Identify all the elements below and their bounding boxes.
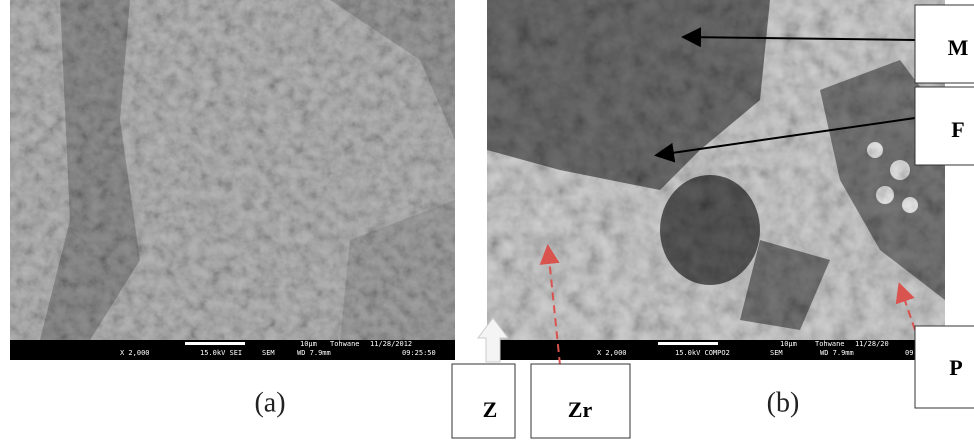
panel-label: (a) [254,387,285,418]
scale: 10µm [780,340,797,348]
site: Tohwane [330,340,360,348]
callout-m: M [948,35,969,60]
magnification: X 2,000 [120,349,150,357]
info-bar-a: X 2,000 15.0kV SEI SEM WD 7.9mm 10µm Toh… [10,340,455,360]
date: 11/28/20 [855,340,889,348]
magnification: X 2,000 [597,349,627,357]
mode: SEM [770,349,783,357]
date: 11/28/2012 [370,340,412,348]
working-distance: WD 7.9mm [820,349,854,357]
voltage: 15.0kV COMPO2 [675,349,730,357]
callout-box [915,87,974,165]
site: Tohwane [815,340,845,348]
callout-z: Z [483,397,498,422]
mode: SEM [262,349,275,357]
working-distance: WD 7.9mm [297,349,331,357]
voltage: 15.0kV SEI [200,349,242,357]
panel-label: (b) [767,387,800,418]
callout-f: F [951,117,964,142]
figure: X 2,000 15.0kV SEI SEM WD 7.9mm 10µm Toh… [0,0,974,441]
sem-image-b [487,0,945,340]
callout-box [915,326,974,408]
callout-p: P [949,355,962,380]
callout-zr: Zr [568,397,593,422]
scale: 10µm [300,340,317,348]
info-bar-b: X 2,000 15.0kV COMPO2 SEM WD 7.9mm 10µm … [487,340,945,360]
sem-image-a [10,0,455,340]
time: 09:25:50 [402,349,436,357]
